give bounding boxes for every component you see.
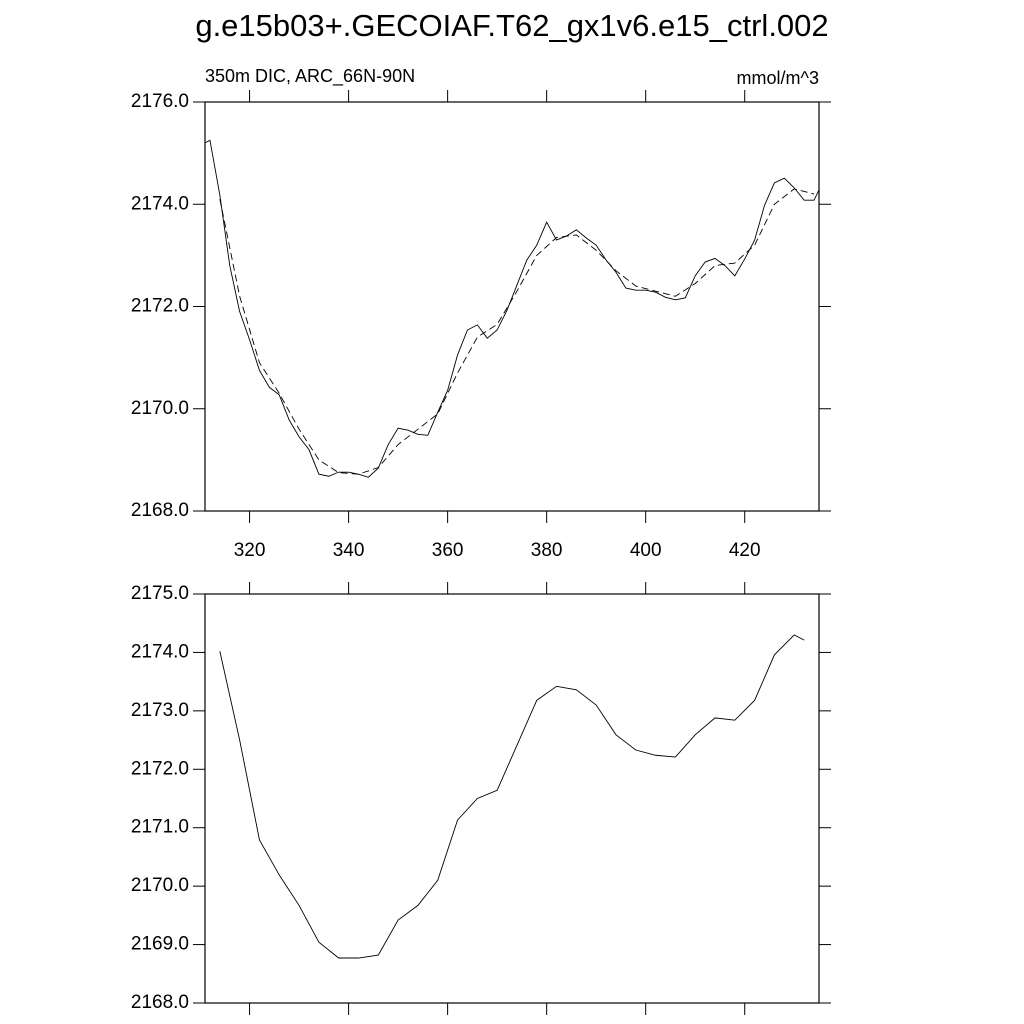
y-tick-label: 2175.0 — [131, 583, 189, 604]
right-label: mmol/m^3 — [737, 68, 819, 88]
y-tick-label: 2170.0 — [131, 398, 189, 419]
x-tick-label: 360 — [432, 540, 464, 561]
x-tick-label: 320 — [234, 540, 266, 561]
y-tick-label: 2172.0 — [131, 296, 189, 317]
y-tick-label: 2172.0 — [131, 758, 189, 779]
chart-title: g.e15b03+.GECOIAF.T62_gx1v6.e15_ctrl.002 — [195, 8, 828, 43]
y-tick-label: 2174.0 — [131, 193, 189, 214]
y-tick-label: 2170.0 — [131, 875, 189, 896]
x-tick-label: 380 — [531, 540, 563, 561]
y-tick-label: 2174.0 — [131, 641, 189, 662]
line-series — [204, 139, 820, 478]
plot-frame — [204, 101, 820, 512]
plot-frame — [204, 593, 820, 1004]
x-tick-label: 420 — [729, 540, 761, 561]
x-tick-label: 400 — [630, 540, 662, 561]
x-tick-label: 340 — [333, 540, 365, 561]
y-tick-label: 2168.0 — [131, 992, 189, 1013]
y-tick-label: 2169.0 — [131, 934, 189, 955]
line-series — [219, 634, 805, 959]
y-tick-label: 2173.0 — [131, 700, 189, 721]
left-label: 350m DIC, ARC_66N-90N — [205, 66, 415, 87]
y-tick-label: 2176.0 — [131, 91, 189, 112]
line-series — [219, 188, 815, 475]
y-tick-label: 2171.0 — [131, 817, 189, 838]
y-tick-label: 2168.0 — [131, 500, 189, 521]
